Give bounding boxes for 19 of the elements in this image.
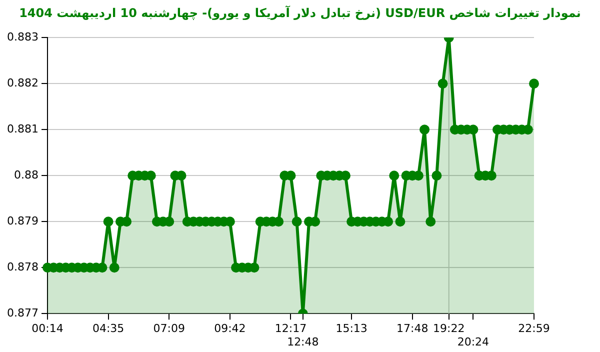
y-tick-label: 0.881	[6, 122, 38, 136]
x-tick-label: 12:48	[287, 335, 319, 348]
x-tick-label: 00:14	[32, 322, 64, 336]
x-tick-label: 12:17	[274, 322, 307, 336]
y-tick-label: 0.878	[6, 260, 38, 274]
x-tick-label: 20:24	[457, 335, 490, 348]
y-tick-label: 0.879	[6, 214, 38, 228]
y-tick-label: 0.883	[6, 30, 38, 44]
x-tick-label: 22:59	[518, 322, 550, 336]
x-tick-label: 09:42	[214, 322, 246, 336]
x-tick-label: 19:22	[433, 322, 465, 336]
y-tick-label: 0.877	[6, 306, 38, 320]
y-tick-label: 0.882	[6, 76, 38, 90]
x-tick-label: 17:48	[396, 322, 428, 336]
x-tick-label: 04:35	[92, 322, 124, 336]
y-tick-label: 0.88	[14, 168, 38, 182]
chart-title: نمودار تغییرات شاخص USD/EUR (نرخ تبادل دلار آمریکا و یورو)- چهارشنبه 10 اردیبهشت 1404	[18, 6, 582, 20]
x-tick-label: 07:09	[153, 322, 185, 336]
x-tick-label: 15:13	[336, 322, 368, 336]
